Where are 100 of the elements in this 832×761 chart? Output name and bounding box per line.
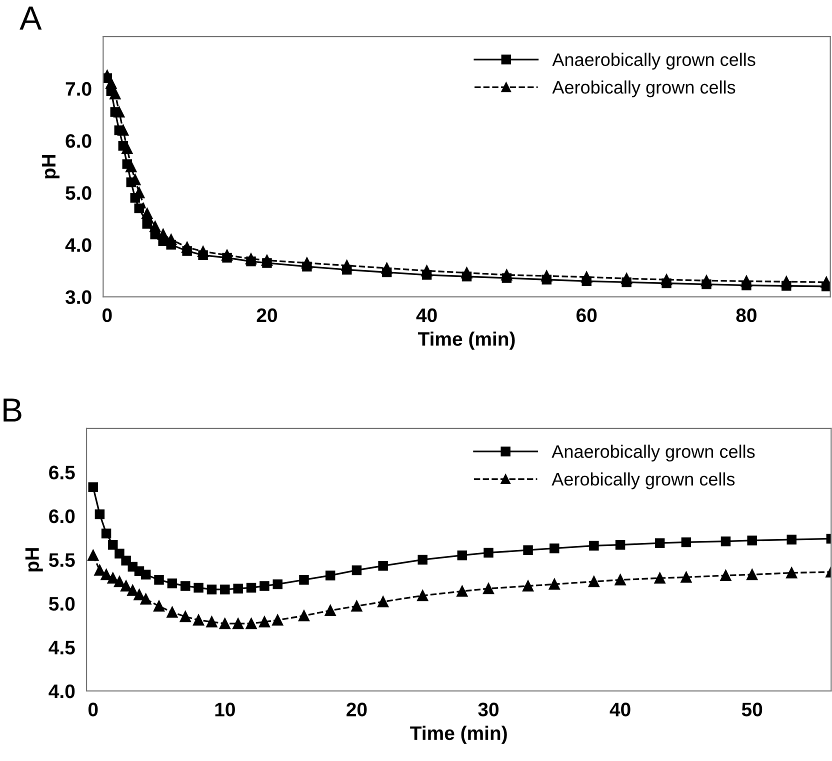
y-tick-label: 6.5 xyxy=(49,466,75,480)
point xyxy=(272,579,282,590)
point xyxy=(220,584,230,594)
point xyxy=(154,574,164,585)
point xyxy=(457,550,468,560)
point xyxy=(194,582,204,593)
point xyxy=(134,589,145,600)
x-tick-label: 60 xyxy=(576,308,597,322)
point xyxy=(325,570,336,580)
x-tick-label: 50 xyxy=(742,702,762,716)
point xyxy=(820,276,830,288)
point xyxy=(482,583,494,594)
point xyxy=(786,567,798,578)
point xyxy=(118,124,129,136)
point xyxy=(484,548,494,558)
point xyxy=(381,262,392,274)
point xyxy=(114,548,124,558)
y-tick-label: 7.0 xyxy=(66,82,92,96)
point xyxy=(417,590,428,602)
y-axis-title: pH xyxy=(25,548,43,572)
legend-label: Aerobically grown cells xyxy=(552,472,735,490)
point xyxy=(746,569,758,580)
point xyxy=(140,594,152,605)
y-tick-label: 6.0 xyxy=(66,134,92,148)
point xyxy=(110,88,121,100)
point xyxy=(378,560,388,571)
point xyxy=(298,610,310,622)
point xyxy=(88,482,98,492)
point xyxy=(720,536,731,546)
point xyxy=(261,254,273,266)
point xyxy=(654,572,666,584)
chart-title: B xyxy=(4,398,22,422)
point xyxy=(153,600,165,612)
point xyxy=(233,584,243,594)
point xyxy=(589,540,599,551)
point xyxy=(193,614,204,626)
point xyxy=(245,253,257,264)
legend-label: Anaerobically grown cells xyxy=(552,52,756,70)
point xyxy=(681,537,692,548)
point xyxy=(106,78,117,89)
point xyxy=(621,273,632,284)
point xyxy=(780,276,792,288)
x-tick-label: 20 xyxy=(256,308,277,322)
point xyxy=(272,614,284,626)
x-tick-label: 0 xyxy=(88,702,98,716)
point xyxy=(501,269,512,280)
point xyxy=(581,271,592,283)
point xyxy=(522,580,534,592)
legend-label: Anaerobically grown cells xyxy=(552,444,755,462)
point xyxy=(206,584,217,594)
point xyxy=(114,576,126,588)
point xyxy=(94,564,106,576)
point xyxy=(550,543,560,554)
point xyxy=(206,616,218,628)
point xyxy=(180,611,191,622)
point xyxy=(301,257,312,269)
point xyxy=(134,203,144,214)
y-axis-title: pH xyxy=(42,155,60,178)
point xyxy=(260,581,270,591)
point xyxy=(786,534,796,544)
point xyxy=(660,274,672,286)
point xyxy=(246,618,257,630)
x-tick-label: 0 xyxy=(102,308,112,322)
point xyxy=(107,572,118,584)
point xyxy=(127,584,138,596)
x-tick-label: 40 xyxy=(610,702,630,716)
point xyxy=(421,265,432,276)
y-tick-label: 6.0 xyxy=(49,509,75,524)
x-tick-label: 30 xyxy=(478,702,499,716)
point xyxy=(418,554,428,565)
point xyxy=(158,228,169,240)
point xyxy=(88,550,99,561)
y-tick-label: 5.5 xyxy=(48,553,75,567)
point xyxy=(299,574,309,585)
point xyxy=(221,250,233,261)
x-axis-title: Time (min) xyxy=(410,726,507,744)
y-tick-label: 4.5 xyxy=(48,640,75,654)
point xyxy=(351,600,362,612)
point xyxy=(461,267,472,278)
point xyxy=(232,618,244,630)
point xyxy=(140,570,151,580)
point xyxy=(167,578,178,588)
point xyxy=(324,604,336,616)
point xyxy=(108,540,118,550)
point xyxy=(114,106,125,118)
point xyxy=(122,142,133,154)
point xyxy=(182,242,193,253)
point xyxy=(720,570,732,582)
point xyxy=(258,616,270,628)
y-tick-label: 4.0 xyxy=(65,238,92,252)
point xyxy=(219,618,230,630)
point xyxy=(548,578,560,590)
point xyxy=(740,276,752,287)
point xyxy=(246,582,256,593)
x-tick-label: 40 xyxy=(416,308,437,322)
point xyxy=(352,565,362,576)
point xyxy=(523,545,533,555)
point xyxy=(456,586,468,597)
point xyxy=(541,270,552,282)
point xyxy=(126,161,137,172)
